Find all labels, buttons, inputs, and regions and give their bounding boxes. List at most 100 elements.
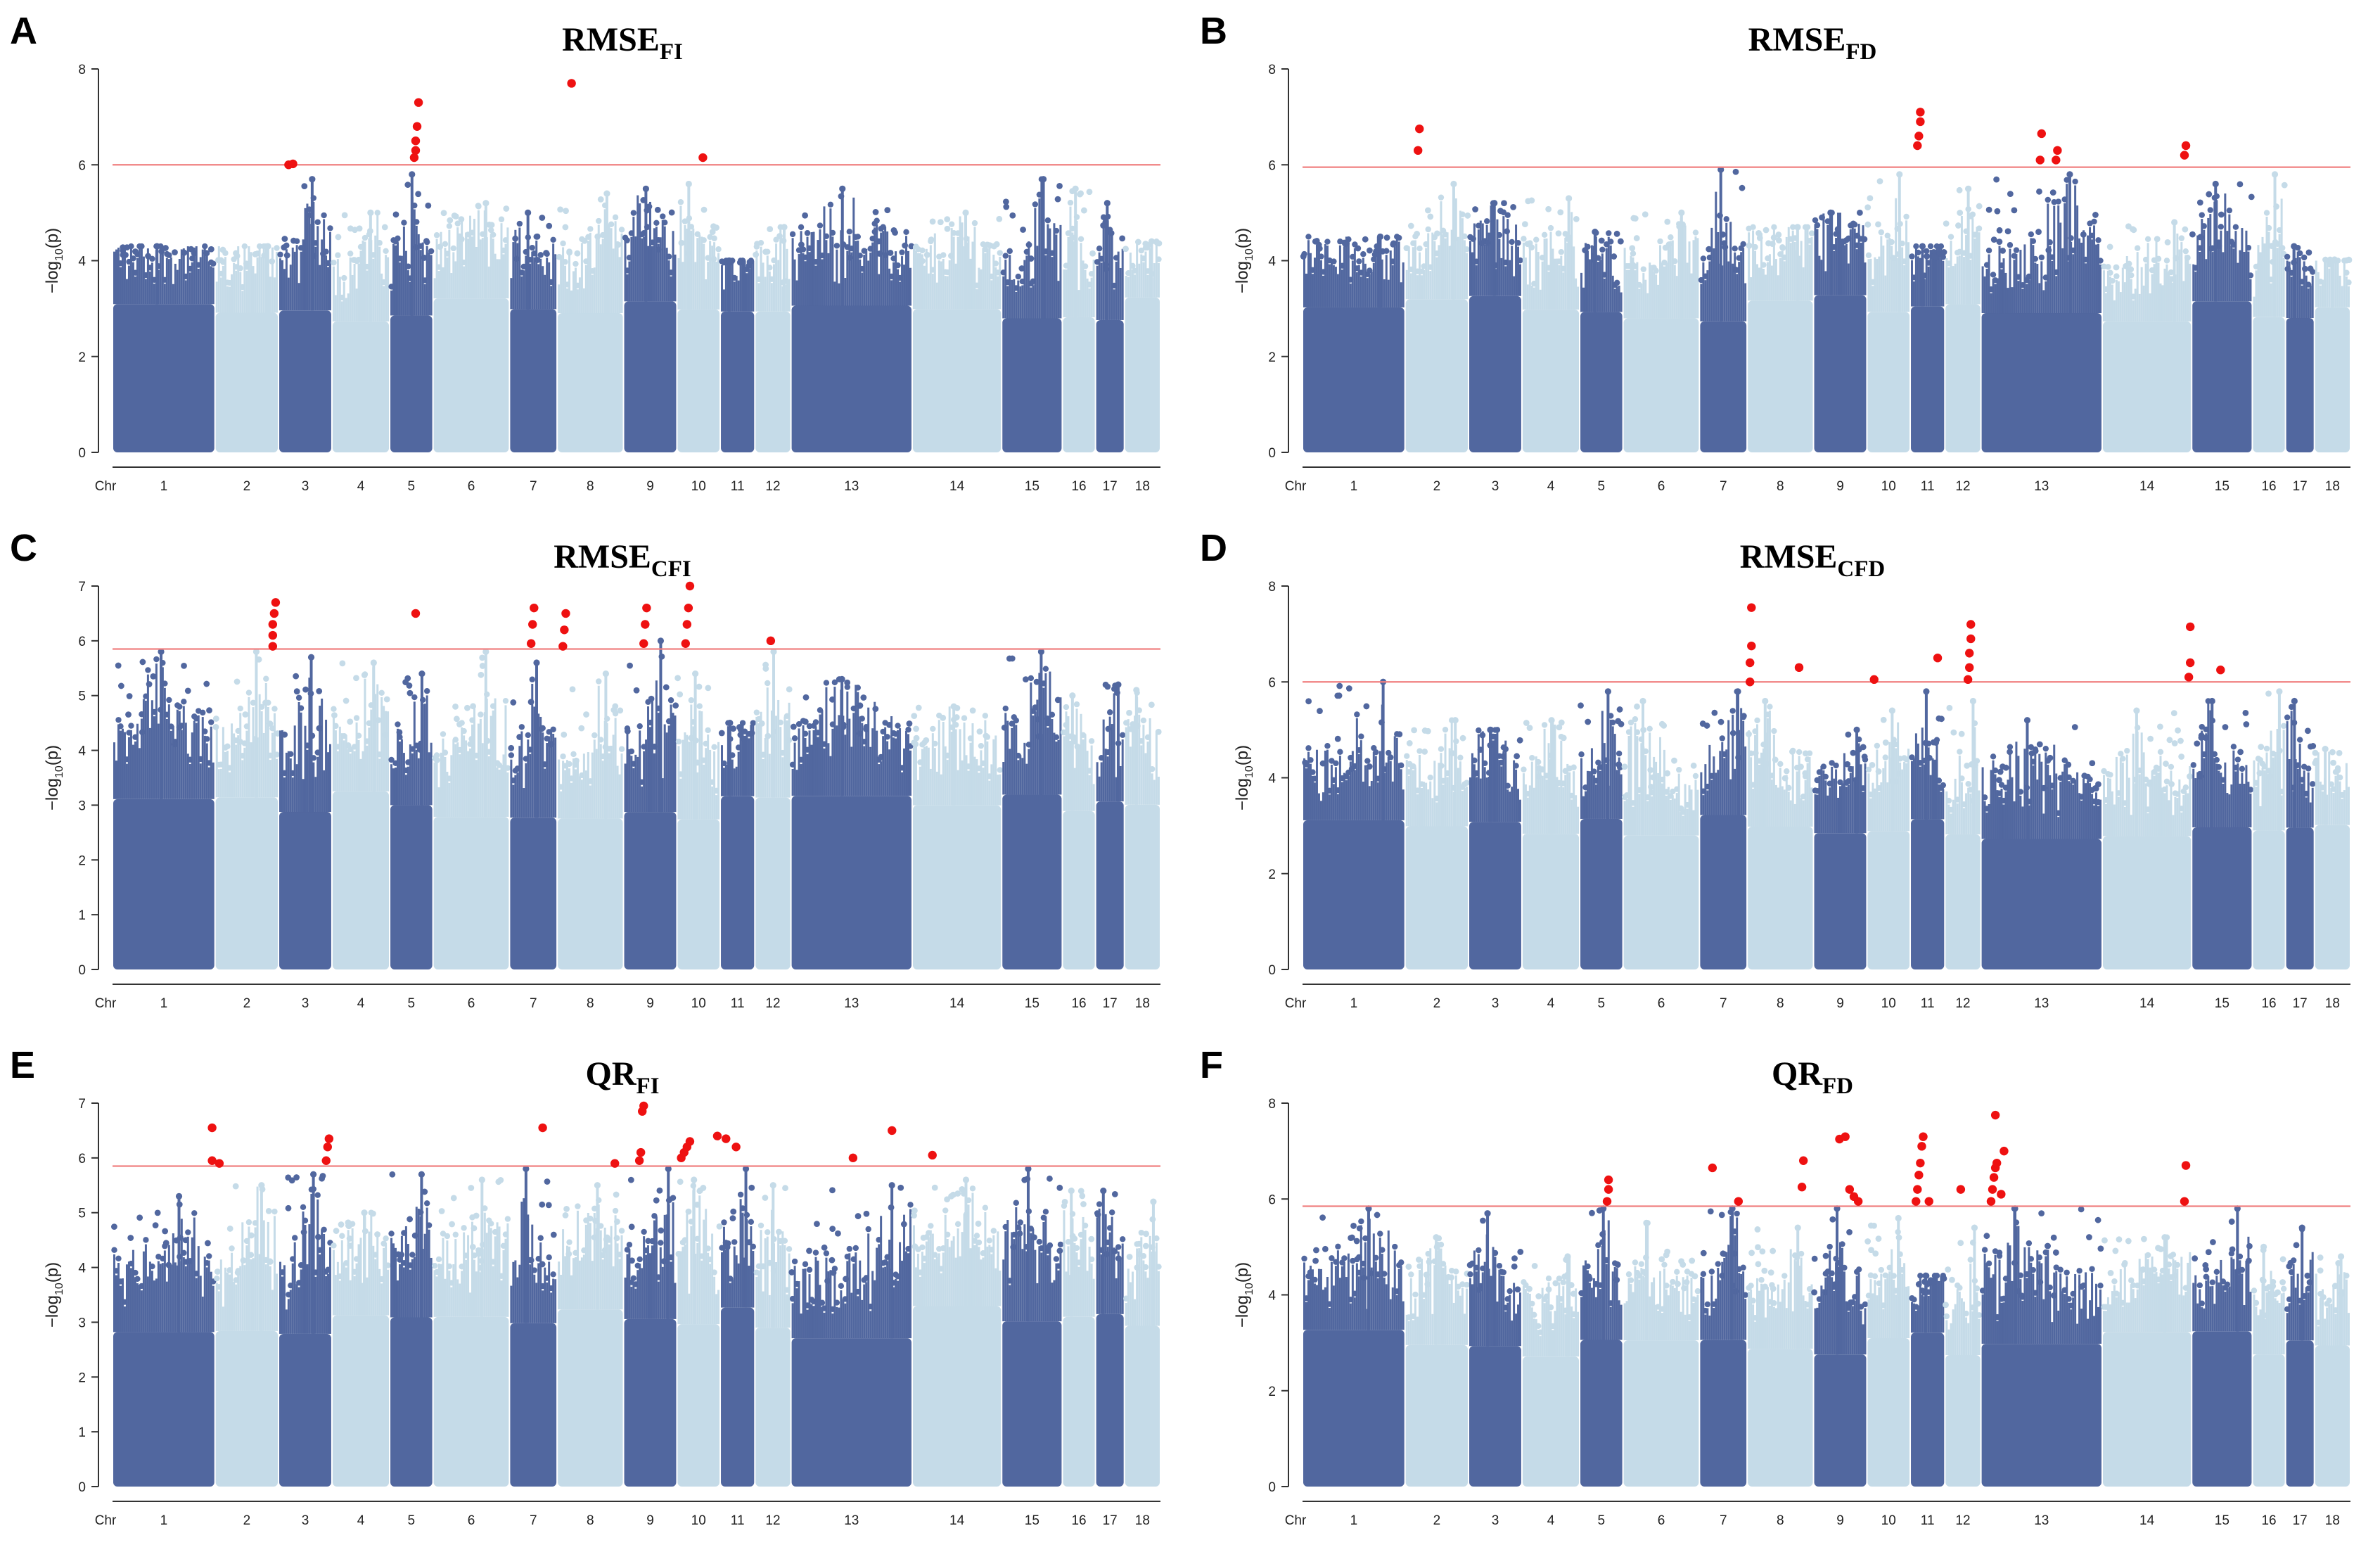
dense-points — [755, 797, 791, 969]
snp-point — [1779, 244, 1786, 251]
point-column — [514, 229, 517, 310]
snp-point — [890, 227, 897, 234]
point-column — [2184, 791, 2187, 837]
point-column — [612, 248, 615, 314]
snp-point — [2171, 740, 2178, 746]
chromosome-label: 9 — [1836, 479, 1844, 494]
chromosome-8-points — [1746, 224, 1815, 452]
point-column — [752, 260, 755, 312]
point-column — [909, 267, 912, 306]
point-column — [1400, 282, 1402, 307]
snp-point — [983, 732, 990, 739]
point-column — [338, 726, 341, 791]
snp-point — [1013, 717, 1019, 724]
snp-point — [612, 214, 619, 221]
point-column — [1065, 711, 1068, 811]
point-column — [599, 244, 602, 314]
point-column — [1524, 257, 1527, 310]
point-column — [748, 738, 750, 796]
point-column — [273, 277, 276, 313]
point-column — [582, 288, 585, 314]
point-column — [925, 248, 928, 310]
point-column — [1686, 808, 1689, 836]
point-column — [895, 738, 897, 796]
snp-point — [1732, 266, 1739, 273]
point-column — [2255, 270, 2258, 317]
point-column — [169, 1264, 172, 1332]
dense-points — [215, 312, 279, 452]
point-column — [321, 239, 324, 311]
significant-snp-point — [698, 153, 708, 163]
snp-point — [715, 246, 722, 253]
dense-points — [912, 1306, 1002, 1487]
point-column — [2059, 222, 2062, 314]
point-column — [779, 227, 782, 312]
point-column — [1981, 767, 1984, 839]
snp-point — [1845, 731, 1852, 738]
snp-point — [1096, 246, 1103, 252]
peak-column — [1134, 689, 1138, 805]
point-column — [308, 212, 311, 311]
point-column — [709, 1264, 712, 1325]
point-column — [1849, 229, 1852, 295]
snp-point — [1746, 242, 1753, 249]
point-column — [1758, 764, 1761, 827]
snp-point — [1470, 236, 1476, 242]
snp-point — [641, 1228, 647, 1235]
point-column — [2267, 231, 2270, 317]
snp-point — [479, 654, 486, 661]
point-column — [199, 257, 202, 305]
point-column — [931, 733, 934, 806]
y-tick-label: 0 — [1268, 963, 1276, 978]
snp-point — [248, 1232, 255, 1239]
peak-column — [2324, 749, 2327, 825]
peak-point — [1133, 687, 1140, 694]
peak-column — [526, 212, 530, 310]
point-column — [1929, 775, 1932, 820]
snp-point — [2330, 759, 2336, 766]
point-column — [327, 267, 330, 311]
peak-column — [480, 1180, 484, 1317]
point-column — [612, 734, 615, 819]
point-column — [1893, 259, 1895, 312]
point-column — [1847, 263, 1850, 295]
point-column — [852, 1264, 855, 1339]
point-column — [892, 262, 895, 306]
point-column — [1911, 761, 1914, 820]
point-column — [1004, 260, 1007, 319]
snp-point — [288, 751, 294, 757]
point-column — [632, 217, 635, 302]
point-column — [709, 241, 712, 310]
peak-column — [1593, 231, 1597, 312]
snp-point — [1317, 708, 1323, 714]
point-column — [1412, 770, 1414, 827]
point-column — [848, 718, 851, 796]
chromosome-label: 17 — [2293, 996, 2308, 1011]
snp-point — [1404, 753, 1410, 759]
peak-column — [667, 1169, 670, 1319]
point-column — [1646, 801, 1649, 836]
dense-points — [677, 1324, 720, 1487]
chromosome-label: 3 — [1492, 996, 1499, 1011]
point-column — [2309, 285, 2312, 319]
dense-points — [677, 819, 720, 969]
point-column — [2091, 794, 2094, 839]
chromosome-13-points — [1981, 171, 2104, 452]
point-column — [291, 1263, 294, 1334]
point-column — [1655, 761, 1658, 836]
point-column — [582, 753, 585, 819]
peak-column — [1796, 227, 1799, 301]
point-column — [647, 1245, 650, 1319]
point-column — [1102, 221, 1105, 320]
snp-point — [130, 255, 136, 262]
point-column — [1905, 220, 1908, 312]
snp-point — [202, 728, 208, 734]
point-column — [648, 201, 651, 302]
point-column — [542, 266, 544, 310]
title-main: QR — [586, 1055, 637, 1093]
point-column — [119, 267, 122, 305]
point-column — [163, 1250, 166, 1332]
significant-snp-point — [1966, 634, 1976, 644]
snp-point — [2178, 235, 2185, 241]
point-column — [510, 278, 513, 310]
